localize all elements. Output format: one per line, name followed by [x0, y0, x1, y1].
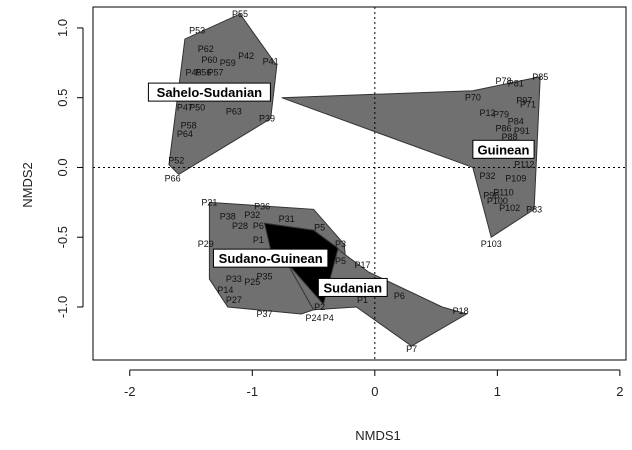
point-label: P38: [220, 211, 236, 221]
point-label: P12: [480, 108, 496, 118]
point-label: P86: [495, 123, 511, 133]
point-label: P2: [314, 302, 325, 312]
point-label: P91: [514, 126, 530, 136]
plot-frame: [92, 6, 627, 361]
point-label: P98: [483, 190, 499, 200]
point-label: P31: [279, 214, 295, 224]
point-label: P4: [323, 313, 334, 323]
point-label: P112: [514, 160, 534, 170]
hull-1: [281, 76, 541, 239]
group-label: Sahelo-Sudanian: [157, 85, 263, 100]
point-label: P71: [520, 100, 536, 110]
point-label: P24: [306, 313, 322, 323]
point-label: P52: [168, 155, 184, 165]
point-label: P81: [508, 79, 524, 89]
point-label: P6: [253, 221, 264, 231]
point-label: P57: [208, 68, 224, 78]
point-label: P41: [263, 56, 279, 66]
point-label: P64: [177, 129, 193, 139]
point-label: P102: [499, 203, 520, 213]
y-axis-label: NMDS2: [20, 162, 35, 208]
point-label: P36: [254, 202, 270, 212]
point-label: P50: [189, 102, 205, 112]
point-label: P6: [394, 291, 405, 301]
point-label: P1: [357, 295, 368, 305]
point-label: P14: [217, 285, 233, 295]
point-label: P5: [335, 256, 346, 266]
group-label-box: [147, 82, 271, 102]
point-label: P32: [480, 171, 496, 181]
x-tick-label: 1: [494, 384, 501, 399]
point-label: P33: [226, 274, 242, 284]
point-label: P63: [226, 107, 242, 117]
point-label: P66: [165, 174, 181, 184]
point-label: P88: [502, 132, 518, 142]
point-label: P103: [481, 239, 502, 249]
point-label: P100: [487, 196, 508, 206]
point-label: P37: [257, 309, 273, 319]
x-tick-label: -1: [247, 384, 259, 399]
point-label: P53: [189, 26, 205, 36]
point-label: P79: [493, 109, 509, 119]
group-label-box: [317, 277, 388, 297]
point-label: P110: [493, 188, 513, 198]
point-label: P78: [495, 76, 511, 86]
point-label: P59: [220, 58, 236, 68]
point-label: P60: [201, 55, 217, 65]
point-label: P25: [244, 277, 260, 287]
group-label: Sudanian: [324, 280, 383, 295]
point-label: P58: [181, 121, 197, 131]
group-label-box: [472, 139, 535, 159]
point-label: P3: [335, 239, 346, 249]
point-label: P47: [177, 102, 193, 112]
point-label: P5: [314, 222, 325, 232]
x-axis-label: NMDS1: [355, 428, 401, 443]
point-label: P7: [406, 344, 417, 354]
point-label: P109: [505, 174, 526, 184]
y-tick-label: 0.5: [55, 89, 70, 107]
point-label: P84: [508, 116, 524, 126]
point-label: P83: [526, 204, 542, 214]
axes: -2 -1 0 1 2 -1.0 -0.5 0.0 0.5 1.0: [55, 6, 627, 399]
point-label: P17: [355, 260, 371, 270]
point-label: P32: [244, 210, 260, 220]
point-label: P55: [232, 9, 248, 19]
point-label: P35: [257, 271, 273, 281]
point-label: P70: [465, 93, 481, 103]
point-label: P97: [516, 95, 532, 105]
point-label: P28: [232, 221, 248, 231]
x-tick-label: -2: [124, 384, 136, 399]
group-label-box: [212, 248, 329, 268]
point-label: P18: [453, 306, 469, 316]
point-label: P39: [259, 114, 275, 124]
point-label: P29: [198, 239, 214, 249]
point-label: P45: [185, 68, 201, 78]
x-tick-label: 0: [371, 384, 378, 399]
group-label: Sudano-Guinean: [219, 251, 323, 266]
y-tick-label: -0.5: [55, 226, 70, 248]
y-tick-label: -1.0: [55, 296, 70, 318]
y-tick-label: 0.0: [55, 158, 70, 176]
point-label: P85: [532, 72, 548, 82]
x-tick-label: 2: [616, 384, 623, 399]
point-label: P1: [253, 235, 264, 245]
point-label: P56: [195, 68, 211, 78]
group-label: Guinean: [477, 142, 529, 157]
point-label: P42: [238, 51, 254, 61]
point-label: P27: [226, 295, 242, 305]
point-label: P62: [198, 44, 214, 54]
y-tick-label: 1.0: [55, 19, 70, 37]
point-label: P21: [201, 197, 217, 207]
